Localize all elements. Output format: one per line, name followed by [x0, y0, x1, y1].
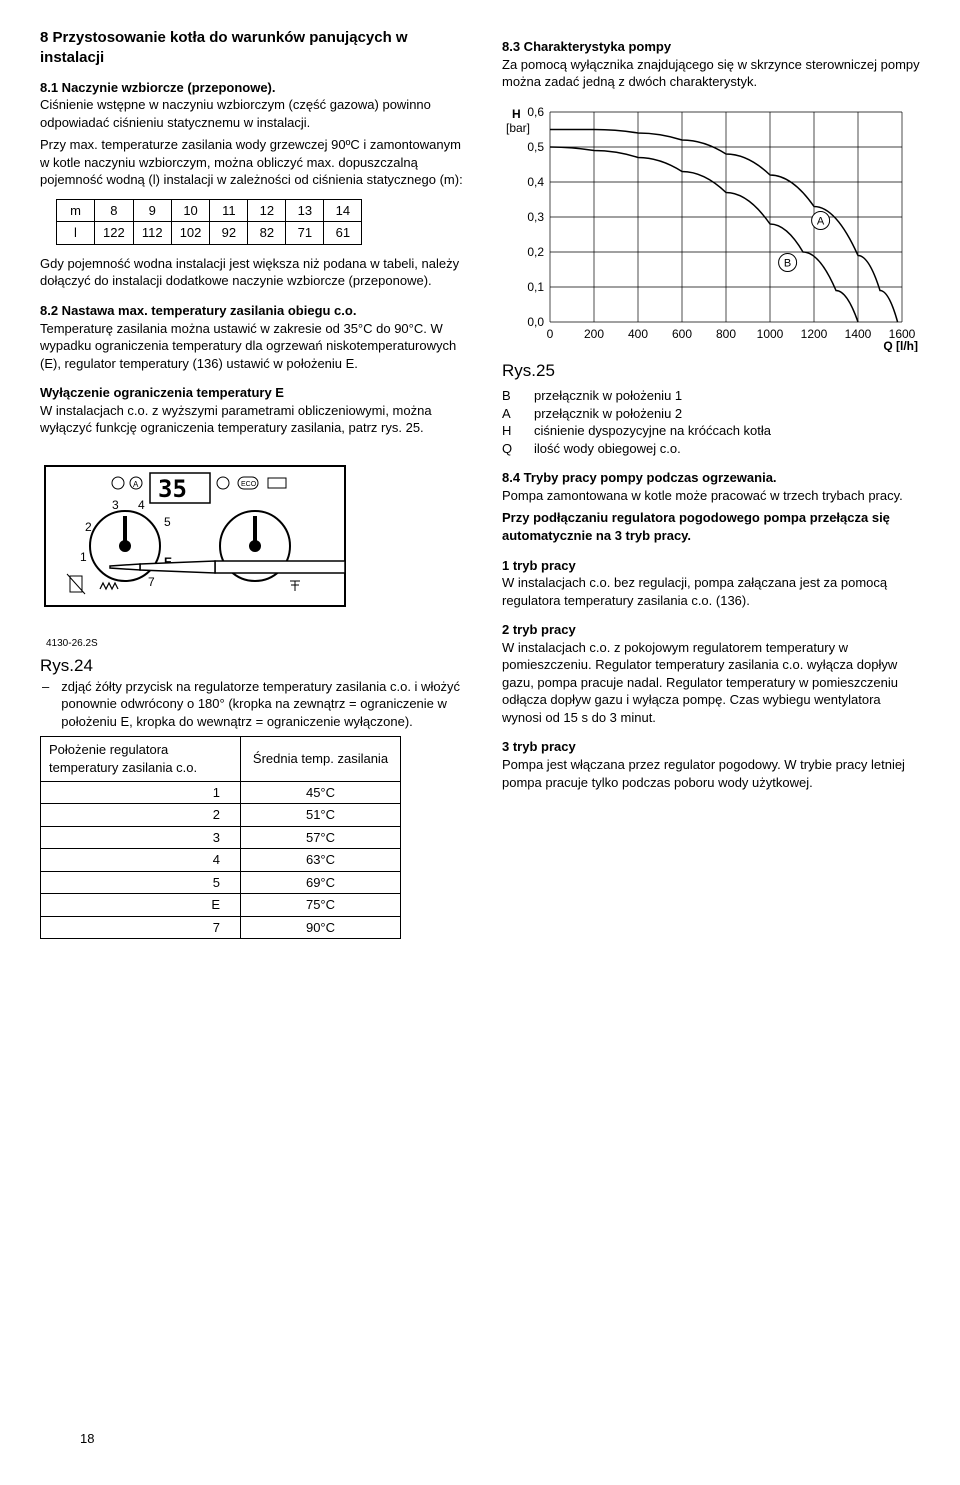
tt-cell: 69°C: [241, 871, 401, 894]
svg-text:Q [l/h]: Q [l/h]: [883, 339, 918, 352]
ml-cell: 10: [171, 199, 210, 222]
svg-text:35: 35: [158, 475, 187, 503]
heading-tryb2: 2 tryb pracy: [502, 621, 922, 639]
chart-legend: Bprzełącznik w położeniu 1 Aprzełącznik …: [502, 387, 922, 457]
svg-text:0,2: 0,2: [527, 245, 544, 259]
ml-cell: 12: [248, 199, 286, 222]
tt-cell: 7: [41, 916, 241, 939]
ml-cell: 82: [248, 222, 286, 245]
svg-text:0: 0: [547, 327, 554, 341]
svg-text:1000: 1000: [757, 327, 784, 341]
svg-text:A: A: [133, 480, 139, 489]
heading-8: 8 Przystosowanie kotła do warunków panuj…: [40, 28, 470, 69]
ml-cell: m: [57, 199, 95, 222]
heading-8-1: 8.1 Naczynie wzbiorcze (przeponowe).: [40, 79, 470, 97]
svg-text:1: 1: [80, 550, 87, 564]
capacity-table: m 8 9 10 11 12 13 14 l 122 112 102 92 82…: [56, 199, 362, 245]
ml-cell: 61: [324, 222, 362, 245]
heading-tryb1: 1 tryb pracy: [502, 557, 922, 575]
svg-text:200: 200: [584, 327, 604, 341]
tt-cell: 51°C: [241, 804, 401, 827]
para-8-1b: Przy max. temperaturze zasilania wody gr…: [40, 136, 470, 189]
svg-text:0,5: 0,5: [527, 140, 544, 154]
th-temp: Średnia temp. zasilania: [241, 737, 401, 781]
para-under-table: Gdy pojemność wodna instalacji jest więk…: [40, 255, 470, 290]
panel-caption: 4130-26.2S: [46, 637, 470, 651]
para-8-3: Za pomocą wyłącznika znajdującego się w …: [502, 56, 922, 91]
svg-text:5: 5: [164, 515, 171, 529]
ml-cell: 102: [171, 222, 210, 245]
pump-chart: 0,0 0,1 0,2 0,3 0,4 0,5 0,6 0 200 400 600 800 1000 12…: [502, 102, 922, 352]
para-8-2: Temperaturę zasilania można ustawić w za…: [40, 320, 470, 373]
svg-text:[bar]: [bar]: [506, 121, 530, 135]
para-8-4a: Pompa zamontowana w kotle może pracować …: [502, 487, 922, 505]
ml-cell: l: [57, 222, 95, 245]
para-8-4b: Przy podłączaniu regulatora pogodowego p…: [502, 509, 922, 544]
heading-wy: Wyłączenie ograniczenia temperatury E: [40, 384, 470, 402]
svg-text:3: 3: [112, 498, 119, 512]
svg-text:4: 4: [138, 498, 145, 512]
rys-25-label: Rys.25: [502, 360, 922, 383]
control-panel-figure: 35 A ECO 2 1 3 4 5 7 E: [40, 461, 470, 651]
ml-cell: 14: [324, 199, 362, 222]
svg-text:B: B: [784, 257, 791, 269]
para-8-1a: Ciśnienie wstępne w naczyniu wzbiorczym …: [40, 96, 470, 131]
tt-cell: 57°C: [241, 826, 401, 849]
heading-8-2: 8.2 Nastawa max. temperatury zasilania o…: [40, 302, 470, 320]
ml-cell: 13: [286, 199, 324, 222]
rys-24-item: – zdjąć żółty przycisk na regulatorze te…: [42, 678, 470, 731]
svg-text:7: 7: [148, 575, 155, 589]
svg-text:A: A: [817, 215, 825, 227]
svg-text:0,3: 0,3: [527, 210, 544, 224]
ml-cell: 92: [210, 222, 248, 245]
page-number: 18: [80, 1430, 94, 1448]
ml-cell: 71: [286, 222, 324, 245]
heading-8-3: 8.3 Charakterystyka pompy: [502, 38, 922, 56]
svg-text:600: 600: [672, 327, 692, 341]
rys-24-label: Rys.24: [40, 655, 470, 678]
svg-text:400: 400: [628, 327, 648, 341]
svg-text:0,0: 0,0: [527, 315, 544, 329]
tt-cell: 90°C: [241, 916, 401, 939]
heading-8-4: 8.4 Tryby pracy pompy podczas ogrzewania…: [502, 469, 922, 487]
tt-cell: 75°C: [241, 894, 401, 917]
tt-cell: 5: [41, 871, 241, 894]
tt-cell: E: [41, 894, 241, 917]
svg-text:H: H: [512, 107, 521, 121]
th-regulator: Położenie regulatora temperatury zasilan…: [41, 737, 241, 781]
para-tryb2: W instalacjach c.o. z pokojowym regulato…: [502, 639, 922, 727]
tt-cell: 2: [41, 804, 241, 827]
tt-cell: 45°C: [241, 781, 401, 804]
para-tryb1: W instalacjach c.o. bez regulacji, pompa…: [502, 574, 922, 609]
tt-cell: 1: [41, 781, 241, 804]
svg-text:ECO: ECO: [241, 481, 257, 488]
ml-cell: 112: [133, 222, 171, 245]
svg-text:2: 2: [85, 520, 92, 534]
svg-text:0,4: 0,4: [527, 175, 544, 189]
temperature-table: Położenie regulatora temperatury zasilan…: [40, 736, 401, 939]
ml-cell: 9: [133, 199, 171, 222]
svg-text:0,6: 0,6: [527, 105, 544, 119]
heading-tryb3: 3 tryb pracy: [502, 738, 922, 756]
ml-cell: 122: [95, 222, 134, 245]
svg-text:0,1: 0,1: [527, 280, 544, 294]
tt-cell: 3: [41, 826, 241, 849]
para-tryb3: Pompa jest włączana przez regulator pogo…: [502, 756, 922, 791]
tt-cell: 63°C: [241, 849, 401, 872]
ml-cell: 8: [95, 199, 134, 222]
svg-text:1400: 1400: [845, 327, 872, 341]
svg-text:1200: 1200: [801, 327, 828, 341]
para-wy: W instalacjach c.o. z wyższymi parametra…: [40, 402, 470, 437]
tt-cell: 4: [41, 849, 241, 872]
ml-cell: 11: [210, 199, 248, 222]
svg-text:800: 800: [716, 327, 736, 341]
